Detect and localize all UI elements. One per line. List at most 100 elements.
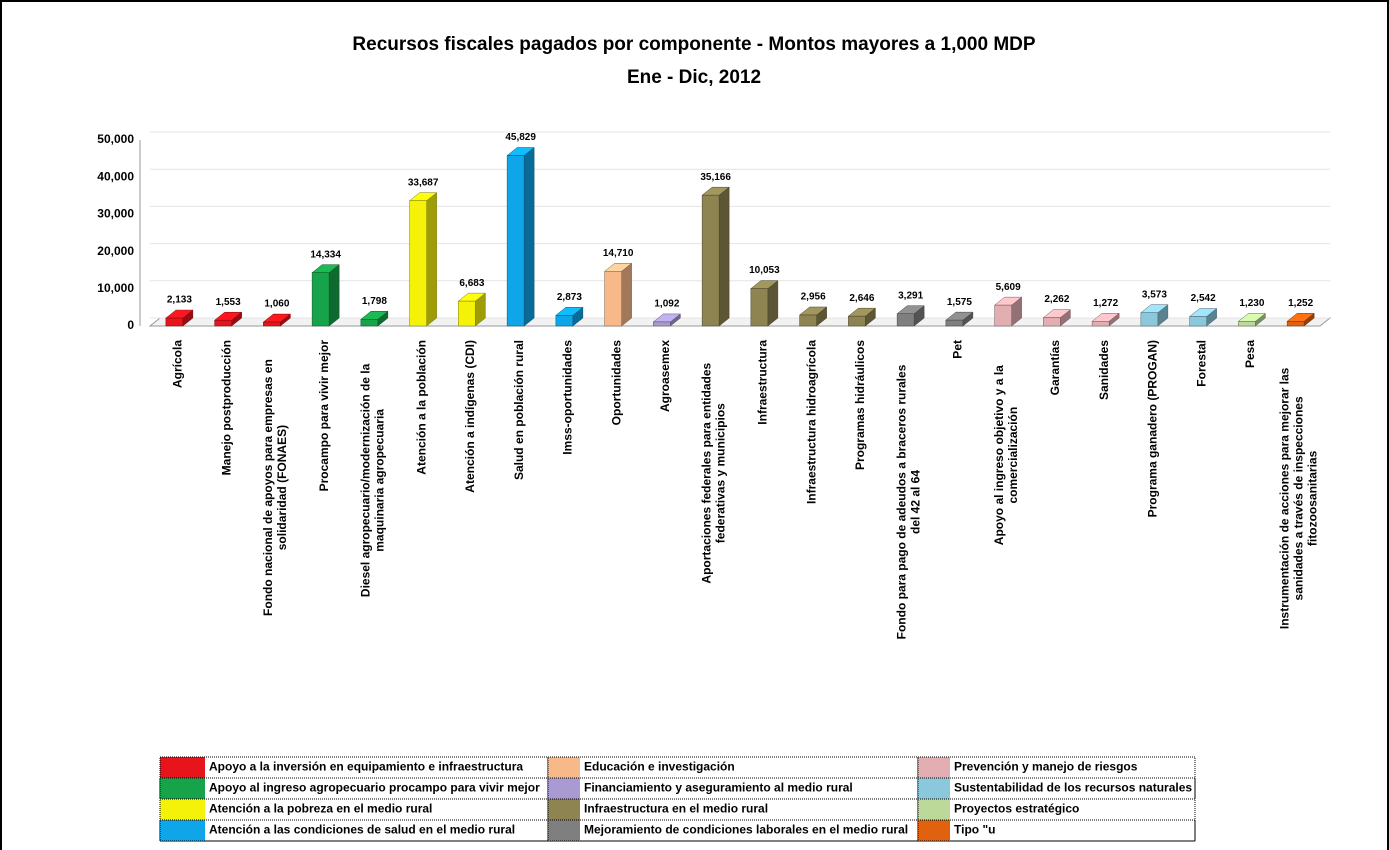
legend-swatch (548, 757, 580, 778)
legend-label: Atención a las condiciones de salud en e… (209, 823, 515, 837)
value-label: 2,956 (801, 292, 826, 303)
legend-label: Apoyo al ingreso agropecuario procampo p… (209, 781, 540, 795)
bar (1189, 316, 1207, 327)
bar (165, 317, 184, 327)
bar (750, 288, 769, 327)
legend-swatch (548, 778, 580, 799)
y-tick-label: 20,000 (97, 244, 134, 258)
legend-swatch (918, 778, 950, 799)
legend-swatch (918, 757, 950, 778)
bar (555, 315, 574, 327)
x-tick-label: Fondo para pago de adeudos a braceros ru… (895, 364, 923, 639)
y-tick-label: 10,000 (97, 281, 134, 295)
value-label: 1,060 (264, 299, 289, 310)
x-tick-label: Aportaciones federales para entidadesfed… (700, 363, 728, 584)
x-tick-label: Agroasemex (658, 340, 672, 412)
value-label: 1,092 (654, 299, 679, 310)
legend-label: Infraestructura en el medio rural (584, 802, 768, 816)
bar (506, 155, 525, 327)
bar (311, 272, 330, 327)
value-label: 2,646 (849, 293, 874, 304)
legend-swatch (160, 820, 205, 841)
legend-swatch (160, 799, 205, 820)
bar (945, 319, 964, 327)
value-label: 1,575 (947, 297, 972, 308)
y-tick-label: 40,000 (97, 169, 134, 183)
value-label: 35,166 (700, 172, 731, 183)
x-tick-label: Apoyo al ingreso objetivo y a lacomercia… (992, 365, 1020, 545)
y-tick-label: 50,000 (97, 132, 134, 146)
bar (409, 200, 427, 327)
chart-title: Recursos fiscales pagados por componente… (352, 34, 1035, 55)
value-label: 1,252 (1288, 298, 1313, 309)
x-tick-label: Infraestructura (756, 340, 770, 425)
bar (701, 194, 720, 327)
bar (1238, 321, 1256, 327)
x-tick-label: Atención a la población (414, 340, 428, 475)
legend-swatch (548, 799, 580, 820)
legend-label: Prevención y manejo de riesgos (954, 760, 1138, 774)
bar (896, 313, 915, 327)
x-tick-label: Garantías (1048, 340, 1062, 396)
x-tick-label: Pet (951, 340, 965, 359)
bar (1286, 321, 1305, 327)
value-label: 5,609 (996, 282, 1021, 293)
x-tick-label: Instrumentación de acciones para mejorar… (1278, 367, 1320, 629)
bar (1091, 321, 1110, 327)
value-label: 33,687 (408, 177, 439, 188)
value-label: 6,683 (459, 278, 484, 289)
value-label: 45,829 (505, 132, 536, 143)
value-label: 14,334 (310, 249, 341, 260)
bar (263, 321, 281, 327)
x-tick-label: Manejo postproducción (219, 340, 233, 475)
x-tick-label: Imss-oportunidades (561, 340, 575, 455)
value-label: 1,230 (1239, 298, 1264, 309)
legend-label: Educación e investigación (584, 760, 735, 774)
x-tick-label: Forestal (1194, 340, 1208, 387)
x-tick-label: Pesa (1243, 340, 1257, 368)
value-label: 1,553 (216, 297, 241, 308)
legend-swatch (918, 820, 950, 841)
x-tick-label: Diesel agropecuario/modernización de lam… (359, 363, 387, 597)
value-label: 3,573 (1142, 289, 1167, 300)
x-tick-label: Programa ganadero (PROGAN) (1146, 340, 1160, 517)
bar-side (523, 146, 535, 327)
bar-side (621, 262, 632, 327)
legend-swatch (548, 820, 580, 841)
y-tick-label: 0 (127, 318, 134, 332)
bar (994, 304, 1012, 327)
x-tick-label: Oportunidades (609, 340, 623, 426)
y-tick-label: 30,000 (97, 207, 134, 221)
bar-side (718, 186, 730, 327)
chart-subtitle: Ene - Dic, 2012 (627, 67, 761, 88)
value-label: 2,873 (557, 292, 582, 303)
bar-side (426, 192, 437, 327)
value-label: 10,053 (749, 265, 780, 276)
legend-cell (917, 819, 1196, 842)
legend-label: Tipo "u (954, 823, 995, 837)
bar (799, 314, 817, 327)
value-label: 2,542 (1191, 293, 1216, 304)
bar (458, 300, 476, 327)
x-tick-label: Agrícola (171, 340, 185, 388)
x-tick-label: Salud en población rural (512, 340, 526, 480)
bar (214, 319, 232, 327)
value-label: 1,272 (1093, 298, 1118, 309)
bar (1140, 312, 1159, 327)
value-label: 2,262 (1044, 294, 1069, 305)
bar (604, 271, 622, 327)
legend-label: Sustentabilidad de los recursos naturale… (954, 781, 1192, 795)
bar (653, 321, 671, 327)
legend-swatch (918, 799, 950, 820)
value-label: 1,798 (362, 296, 387, 307)
legend-label: Mejoramiento de condiciones laborales en… (584, 823, 908, 837)
legend-label: Financiamiento y aseguramiento al medio … (584, 781, 853, 795)
bar (360, 319, 379, 327)
x-tick-label: Procampo para vivir mejor (317, 340, 331, 492)
x-tick-label: Fondo nacional de apoyos para empresas e… (261, 359, 289, 616)
legend-label: Apoyo a la inversión en equipamiento e i… (209, 760, 523, 774)
value-label: 14,710 (603, 248, 634, 259)
bar-side (328, 264, 340, 327)
